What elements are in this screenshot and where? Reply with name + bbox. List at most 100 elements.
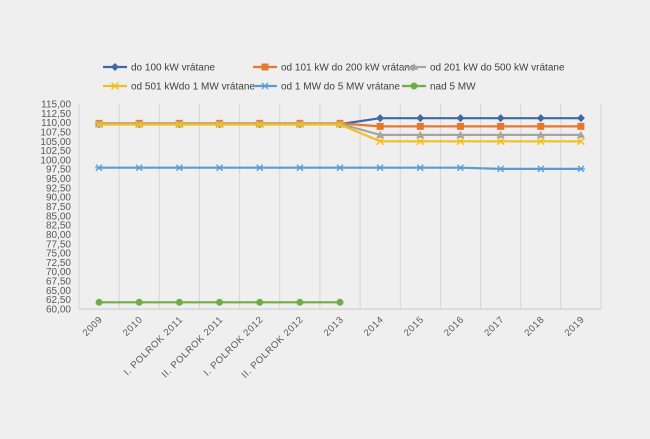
circle-marker [216, 298, 224, 306]
legend-label: nad 5 MW [430, 82, 476, 93]
x-marker [335, 120, 345, 129]
legend-label: od 201 kW do 500 kW vrátane [430, 63, 565, 74]
y-tick-label: 112,50 [41, 109, 71, 120]
circle-marker [296, 298, 304, 306]
y-tick-label: 107,50 [40, 127, 71, 138]
circle-marker [135, 298, 143, 306]
y-tick-label: 92,50 [46, 183, 71, 194]
x-tick-label: 2014 [362, 314, 386, 338]
y-tick-label: 72,50 [46, 258, 71, 269]
legend-label: od 501 kWdo 1 MW vrátane [131, 82, 255, 93]
star-marker [576, 165, 585, 173]
x-tick-label: 2017 [482, 314, 506, 338]
legend-item: do 100 kW vrátane [103, 63, 215, 74]
triangle-marker [456, 130, 465, 138]
star-marker [261, 82, 269, 90]
star-marker [175, 164, 184, 172]
y-tick-label: 97,50 [46, 165, 71, 176]
star-marker [496, 165, 505, 173]
y-tick-label: 102,50 [40, 146, 71, 157]
square-marker [376, 122, 384, 130]
diamond-marker [456, 114, 465, 123]
gridlines [78, 104, 602, 309]
y-tick-label: 100,00 [40, 155, 71, 166]
y-tick-label: 115,00 [41, 100, 71, 111]
x-tick-label: 2016 [442, 314, 466, 338]
y-tick-label: 110,00 [41, 118, 71, 129]
y-tick-label: 60,00 [46, 305, 71, 316]
x-marker [536, 137, 545, 146]
circle-marker [336, 298, 344, 306]
y-tick-label: 77,50 [46, 239, 71, 250]
x-marker [376, 137, 385, 146]
x-tick-label: 2018 [522, 314, 546, 338]
star-marker [376, 164, 385, 172]
x-marker [215, 120, 224, 129]
y-tick-label: 65,00 [46, 286, 71, 297]
circle-marker [175, 298, 183, 306]
y-tick-label: 105,00 [40, 137, 71, 148]
square-marker [261, 63, 269, 71]
triangle-marker [496, 130, 505, 138]
data-series [95, 120, 585, 146]
diamond-marker [111, 63, 119, 71]
square-marker [456, 122, 464, 130]
legend: do 100 kW vrátane od 101 kW do 200 kW vrá… [103, 63, 565, 93]
diamond-marker [576, 114, 585, 123]
legend-item: od 101 kW do 200 kW vrátane [253, 63, 416, 74]
circle-marker [256, 298, 264, 306]
y-tick-label: 70,00 [46, 267, 71, 278]
triangle-marker [536, 130, 545, 138]
circle-marker [410, 82, 418, 90]
legend-label: od 1 MW do 5 MW vrátane [281, 82, 400, 93]
x-marker [295, 120, 304, 129]
star-marker [95, 164, 104, 172]
x-tick-label: 2015 [402, 314, 426, 338]
triangle-marker [376, 130, 385, 138]
star-marker [295, 164, 304, 172]
x-marker [110, 81, 120, 91]
x-marker [95, 120, 104, 129]
triangle-marker [410, 63, 418, 70]
triangle-marker [416, 130, 425, 138]
x-marker [496, 137, 505, 146]
legend-item: od 1 MW do 5 MW vrátane [253, 82, 400, 93]
legend-item: od 501 kWdo 1 MW vrátane [103, 82, 255, 93]
x-marker [416, 137, 425, 146]
square-marker [416, 122, 424, 130]
legend-item: nad 5 MW [402, 82, 476, 93]
y-tick-label: 75,00 [46, 249, 71, 260]
diamond-marker [536, 114, 545, 123]
legend-label: do 100 kW vrátane [131, 63, 215, 74]
x-tick-label: 2013 [322, 314, 346, 338]
y-tick-label: 62,50 [46, 295, 71, 306]
x-marker [255, 120, 264, 129]
star-marker [336, 164, 344, 172]
star-marker [536, 165, 545, 173]
square-marker [577, 122, 585, 130]
data-series [95, 164, 585, 173]
x-marker [175, 120, 184, 129]
diamond-marker [376, 114, 385, 123]
data-series [95, 298, 344, 306]
series-lines [95, 114, 585, 306]
x-tick-label: 2009 [81, 314, 105, 338]
y-tick-label: 90,00 [46, 193, 71, 204]
star-marker [215, 164, 224, 172]
y-tick-label: 80,00 [46, 230, 71, 241]
x-tick-label: 2010 [121, 314, 145, 338]
square-marker [497, 122, 505, 130]
star-marker [255, 164, 264, 172]
star-marker [135, 164, 144, 172]
legend-label: od 101 kW do 200 kW vrátane [281, 63, 416, 74]
y-tick-label: 95,00 [46, 174, 71, 185]
x-tick-label: 2019 [563, 314, 587, 338]
y-tick-label: 67,50 [46, 277, 71, 288]
y-tick-label: 85,00 [46, 211, 71, 222]
diamond-marker [496, 114, 505, 123]
x-marker [456, 137, 465, 146]
legend-item: od 201 kW do 500 kW vrátane [402, 63, 565, 74]
x-marker [576, 137, 585, 146]
